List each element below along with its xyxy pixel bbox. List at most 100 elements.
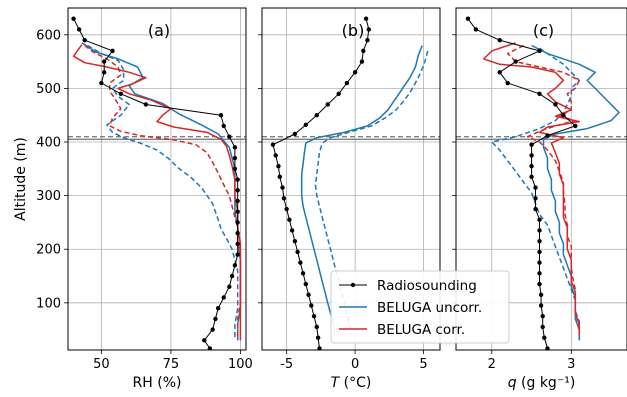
data-point <box>533 185 538 190</box>
legend-box <box>330 270 510 344</box>
data-point <box>365 37 370 43</box>
data-point <box>235 198 240 204</box>
x-tick-label: 100 <box>228 357 253 372</box>
legend-label: BELUGA uncorr. <box>377 300 482 316</box>
panel-3: 2 3 q (g kg⁻¹) (c) <box>452 7 627 391</box>
legend-marker <box>350 282 356 288</box>
data-point <box>232 166 238 172</box>
data-point <box>232 155 238 161</box>
x-tick-label: 2 <box>488 357 496 372</box>
data-point <box>287 217 292 222</box>
series-line <box>491 47 581 341</box>
data-point <box>215 305 221 311</box>
data-point <box>309 303 314 308</box>
y-tick-label: 100 <box>36 296 61 311</box>
data-point <box>315 335 321 340</box>
data-point <box>276 163 281 169</box>
data-point <box>218 113 224 118</box>
x-tick-label: 5 <box>419 357 427 372</box>
data-point <box>207 346 213 350</box>
x-axis-symbol: q <box>508 375 517 391</box>
data-point <box>529 153 534 158</box>
data-point <box>284 206 289 212</box>
data-point <box>71 16 76 21</box>
data-point <box>227 134 232 139</box>
data-point <box>213 316 218 322</box>
data-point <box>229 273 235 279</box>
series-line <box>72 44 242 341</box>
data-point <box>232 263 238 268</box>
data-point <box>505 80 510 86</box>
data-point <box>497 37 502 43</box>
data-point <box>473 27 479 32</box>
y-tick-label: 600 <box>36 28 61 43</box>
data-point <box>143 102 149 107</box>
data-point <box>344 80 350 86</box>
y-tick-label: 200 <box>36 243 61 258</box>
panel-label: (b) <box>342 21 365 40</box>
data-point <box>538 292 544 297</box>
data-point <box>292 238 298 244</box>
panel-frame <box>261 7 441 351</box>
x-axis-unit: (°C) <box>339 375 371 391</box>
panel-label: (c) <box>533 21 554 40</box>
data-point <box>311 314 317 319</box>
series-line <box>73 18 239 349</box>
data-point <box>292 131 298 137</box>
data-point <box>545 346 550 350</box>
data-point <box>235 230 240 236</box>
data-point <box>352 70 358 75</box>
data-point <box>314 324 319 330</box>
data-point <box>280 185 285 190</box>
data-point <box>227 284 232 289</box>
data-point <box>235 241 240 247</box>
data-point <box>336 91 341 96</box>
data-point <box>465 16 471 21</box>
data-point <box>221 123 226 129</box>
panel-label: (a) <box>148 21 170 40</box>
data-point <box>110 48 115 54</box>
data-point <box>537 260 542 265</box>
data-point <box>306 292 311 297</box>
panel-frame <box>455 7 627 351</box>
data-point <box>533 206 538 212</box>
panel-frame <box>67 7 247 351</box>
legend-label: BELUGA corr. <box>377 322 465 338</box>
data-point <box>497 70 502 75</box>
x-tick-label: 3 <box>567 357 575 372</box>
data-point <box>281 196 287 201</box>
data-point <box>76 27 82 32</box>
data-point <box>303 122 309 128</box>
data-point <box>235 209 240 214</box>
data-point <box>537 48 542 54</box>
data-point <box>298 260 303 265</box>
x-axis-unit: (g kg⁻¹) <box>517 375 576 391</box>
series-line <box>483 42 581 335</box>
data-point <box>235 177 240 182</box>
x-axis-label: T (°C) <box>331 375 372 391</box>
x-tick-label: 0 <box>351 357 359 372</box>
data-point <box>537 281 542 287</box>
series-group <box>71 16 242 350</box>
x-tick-label: 75 <box>163 357 180 372</box>
data-point <box>300 271 306 276</box>
data-point <box>210 327 215 332</box>
data-point <box>366 27 371 32</box>
data-point <box>545 133 550 138</box>
data-point <box>542 335 547 340</box>
data-point <box>573 123 578 129</box>
series-line <box>300 45 423 336</box>
series-line <box>81 42 242 341</box>
data-point <box>537 217 542 222</box>
data-point <box>101 59 107 64</box>
legend: Radiosounding BELUGA uncorr. BELUGA corr. <box>330 270 510 344</box>
data-point <box>537 271 542 276</box>
y-axis-label: Altitude (m) <box>13 137 29 221</box>
data-point <box>537 228 542 233</box>
chart-root: 50 75 100 100 200 300 400 500 600 RH (%) (a) -5 0 5 T … <box>13 7 627 391</box>
data-point <box>361 48 366 54</box>
data-point <box>317 346 322 350</box>
data-point <box>270 142 276 147</box>
series-line <box>84 44 242 338</box>
